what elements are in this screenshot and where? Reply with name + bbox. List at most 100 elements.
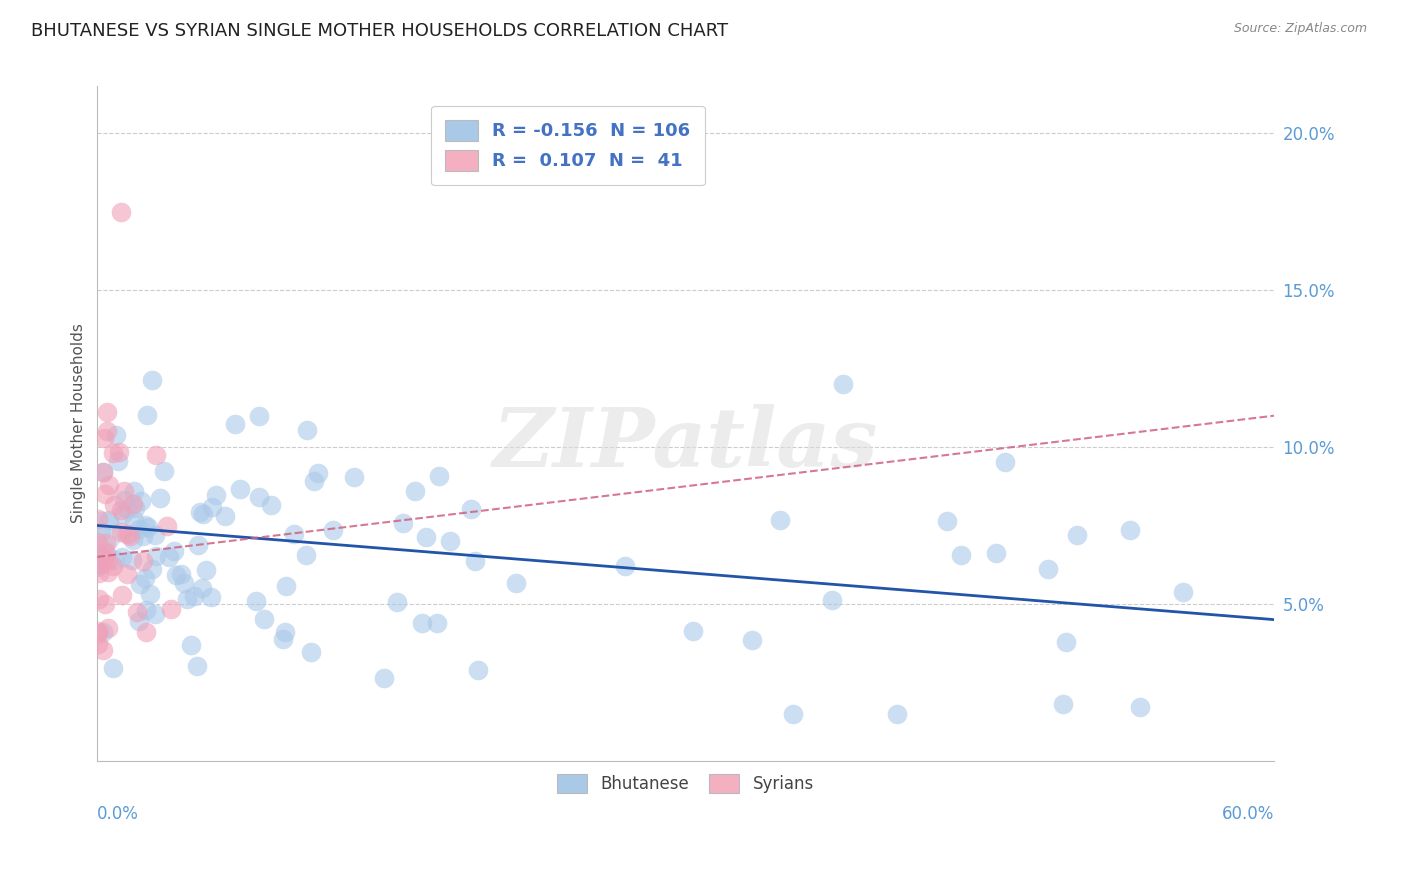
Point — [188, 504, 211, 518]
Point — [260, 499, 283, 513]
Point — [94, 487, 117, 501]
Point — [247, 490, 270, 504]
Point — [253, 612, 276, 626]
Point — [936, 514, 959, 528]
Point — [101, 446, 124, 460]
Point — [392, 516, 415, 531]
Point — [191, 581, 214, 595]
Point — [111, 588, 134, 602]
Point — [145, 549, 167, 563]
Point — [91, 465, 114, 479]
Point — [117, 566, 139, 581]
Point — [782, 706, 804, 721]
Point — [145, 448, 167, 462]
Point — [122, 513, 145, 527]
Point — [1066, 528, 1088, 542]
Point — [149, 491, 172, 505]
Point — [1119, 523, 1142, 537]
Point — [91, 465, 114, 479]
Point — [136, 520, 159, 534]
Point — [128, 522, 150, 536]
Point — [101, 661, 124, 675]
Text: 0.0%: 0.0% — [97, 805, 139, 822]
Legend: Bhutanese, Syrians: Bhutanese, Syrians — [551, 767, 821, 799]
Point — [283, 527, 305, 541]
Point — [415, 530, 437, 544]
Point — [274, 624, 297, 639]
Point — [187, 538, 209, 552]
Point — [135, 408, 157, 422]
Point — [385, 595, 408, 609]
Point — [86, 512, 108, 526]
Point — [224, 417, 246, 432]
Point — [1052, 697, 1074, 711]
Point — [141, 562, 163, 576]
Point — [994, 455, 1017, 469]
Point — [426, 615, 449, 630]
Point — [96, 405, 118, 419]
Point — [134, 517, 156, 532]
Point — [201, 500, 224, 515]
Point — [124, 500, 146, 515]
Point — [159, 602, 181, 616]
Y-axis label: Single Mother Households: Single Mother Households — [72, 324, 86, 524]
Point — [205, 487, 228, 501]
Point — [125, 605, 148, 619]
Text: 60.0%: 60.0% — [1222, 805, 1274, 822]
Point — [115, 502, 138, 516]
Point — [682, 624, 704, 638]
Point — [105, 427, 128, 442]
Point — [214, 509, 236, 524]
Point — [322, 523, 344, 537]
Point — [373, 672, 395, 686]
Point — [949, 548, 972, 562]
Point — [411, 615, 433, 630]
Point — [145, 528, 167, 542]
Point — [460, 502, 482, 516]
Point — [97, 621, 120, 635]
Point — [299, 645, 322, 659]
Point — [90, 524, 112, 539]
Point — [129, 494, 152, 508]
Point — [104, 553, 127, 567]
Point — [821, 592, 844, 607]
Point — [96, 546, 118, 560]
Point — [986, 546, 1008, 560]
Point — [886, 706, 908, 721]
Point — [302, 475, 325, 489]
Point — [176, 591, 198, 606]
Point — [122, 483, 145, 498]
Point — [145, 607, 167, 621]
Point — [505, 576, 527, 591]
Point — [121, 552, 143, 566]
Point — [89, 558, 111, 573]
Point — [94, 597, 117, 611]
Point — [94, 535, 117, 549]
Point — [96, 425, 118, 439]
Point — [467, 663, 489, 677]
Point — [115, 527, 138, 541]
Point — [93, 432, 115, 446]
Point — [173, 576, 195, 591]
Point — [135, 603, 157, 617]
Point — [297, 423, 319, 437]
Point — [86, 560, 108, 574]
Point — [741, 632, 763, 647]
Point — [1056, 635, 1078, 649]
Point — [404, 484, 426, 499]
Point — [112, 493, 135, 508]
Point — [439, 534, 461, 549]
Point — [831, 377, 853, 392]
Point — [170, 567, 193, 582]
Point — [141, 373, 163, 387]
Text: ZIPatlas: ZIPatlas — [494, 404, 879, 483]
Point — [128, 614, 150, 628]
Point — [110, 503, 132, 517]
Point — [1036, 562, 1059, 576]
Point — [156, 519, 179, 533]
Point — [427, 468, 450, 483]
Point — [108, 444, 131, 458]
Point — [111, 550, 134, 565]
Text: BHUTANESE VS SYRIAN SINGLE MOTHER HOUSEHOLDS CORRELATION CHART: BHUTANESE VS SYRIAN SINGLE MOTHER HOUSEH… — [31, 22, 728, 40]
Point — [1173, 585, 1195, 599]
